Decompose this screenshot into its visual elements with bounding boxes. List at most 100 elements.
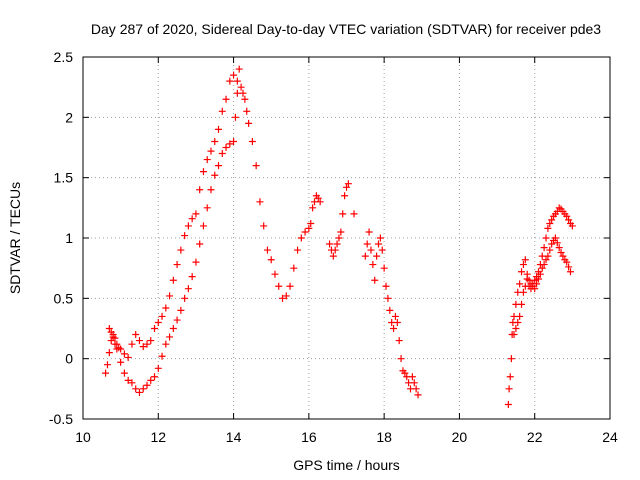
data-point [107,337,115,345]
data-point [128,379,136,387]
x-tick-label: 12 [150,429,166,445]
data-point [162,304,170,312]
y-tick-label: 1 [65,230,73,246]
data-point [169,325,177,332]
data-point [506,373,514,381]
data-point [363,240,371,248]
data-point [339,210,347,218]
data-point [316,198,324,206]
data-point [305,224,313,232]
data-point [380,264,388,272]
x-tick-label: 10 [75,429,91,445]
data-point [559,252,567,260]
data-point [350,210,358,218]
data-point [207,186,215,194]
data-point [548,240,556,248]
data-point [504,401,512,409]
data-point [117,358,125,366]
data-point [111,340,119,348]
x-tick-label: 20 [452,429,468,445]
data-point [233,77,241,85]
data-point [132,331,140,339]
data-point [279,294,287,302]
data-point [544,252,552,260]
data-point [343,183,350,191]
data-point [158,352,166,360]
data-point [128,340,136,348]
data-point [154,318,162,326]
data-point [337,228,345,236]
data-point [309,204,317,212]
data-point [521,256,529,264]
data-point [105,325,113,332]
data-point [286,282,294,290]
data-point [544,224,552,232]
data-point [369,261,377,269]
y-axis-label: SDTVAR / TECUs [7,182,23,294]
data-point [107,328,115,336]
data-point [516,312,524,320]
data-point [386,306,394,314]
data-point [565,263,573,271]
data-point [243,107,251,115]
data-point [162,340,170,348]
data-point [181,232,189,240]
data-point [218,107,226,115]
data-point [222,95,230,103]
data-point [390,325,398,332]
data-point [382,282,390,290]
data-point [199,222,207,230]
data-point [203,156,211,164]
data-point [169,276,177,284]
data-point [237,83,245,91]
data-point [365,228,373,236]
data-point [282,292,290,300]
y-tick-label: 0 [65,351,73,367]
data-point [548,216,556,224]
data-point [211,171,219,179]
data-point [542,234,550,242]
y-tick-label: 0.5 [54,290,74,306]
data-point [521,282,529,290]
data-point [158,312,166,320]
data-point [533,280,541,288]
data-point [203,204,211,212]
data-point [215,162,223,170]
data-point [314,194,322,202]
chart-title: Day 287 of 2020, Sidereal Day-to-day VTE… [91,21,601,37]
x-axis-label: GPS time / hours [293,457,400,473]
data-point [173,261,181,269]
data-point [331,246,339,254]
data-point [307,220,315,228]
data-point [395,337,403,345]
data-point [341,192,349,200]
data-point [120,369,128,377]
data-point [376,234,384,242]
data-point [109,333,117,341]
data-point [143,340,151,348]
data-point [410,379,418,387]
data-point [326,240,334,248]
data-point [512,325,520,332]
data-point [374,240,382,248]
data-point [329,252,337,260]
data-point [267,256,275,264]
data-point [393,318,401,326]
data-point [516,280,524,288]
data-point [335,234,343,242]
data-point [139,385,147,393]
data-point [361,252,369,260]
data-point [384,294,392,302]
data-point [373,252,381,260]
data-point [563,212,571,220]
x-tick-label: 24 [602,429,618,445]
data-point [199,168,207,176]
data-point [102,369,110,377]
data-point [173,316,181,324]
data-point [519,261,527,269]
data-point [218,150,226,158]
y-tick-label: -0.5 [49,411,73,427]
data-point [275,282,283,290]
data-point [540,261,548,269]
